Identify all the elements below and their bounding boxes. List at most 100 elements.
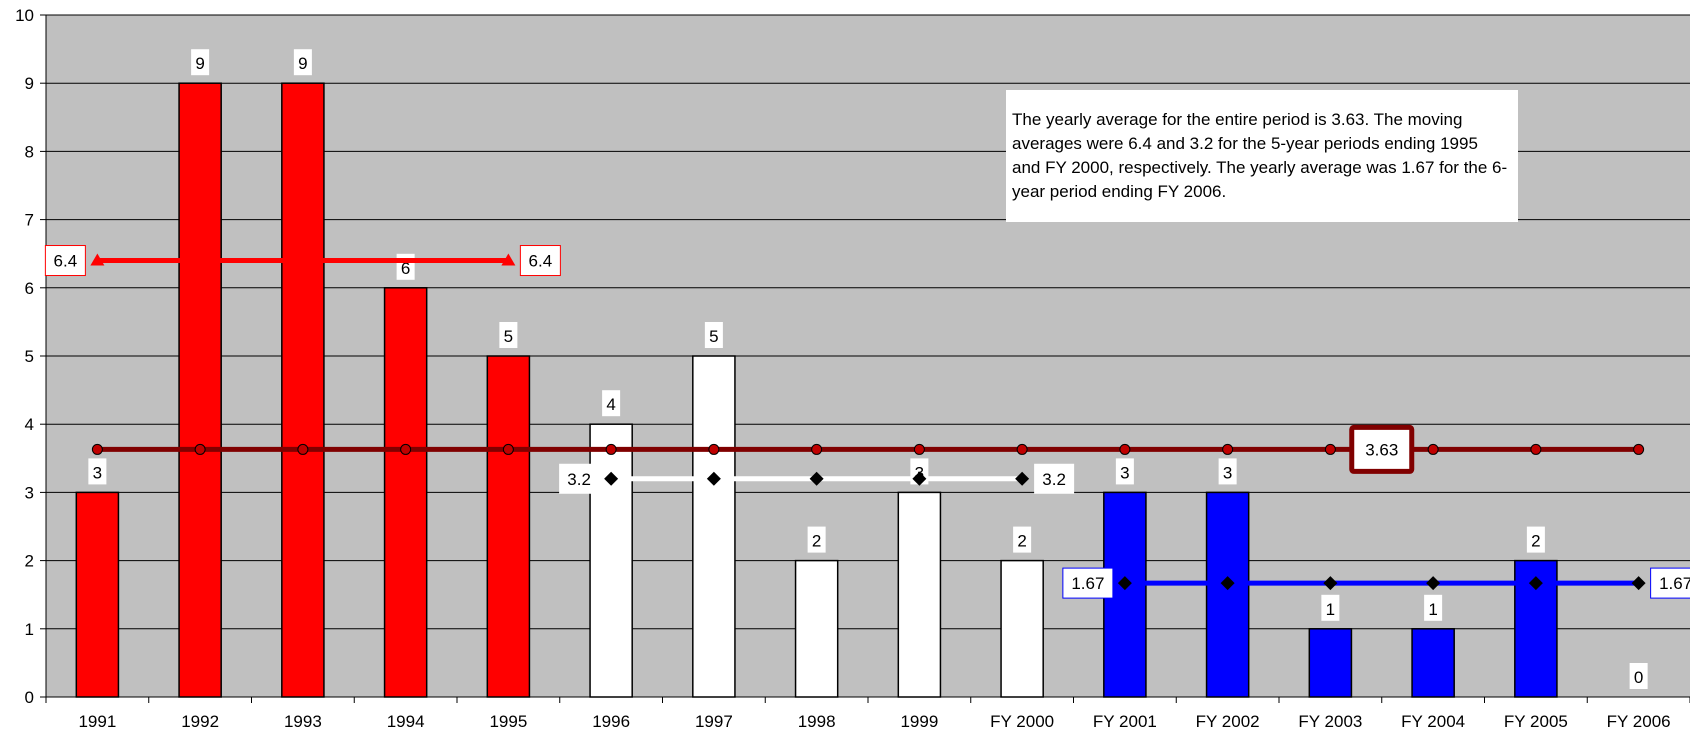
overall-average-marker [502, 443, 514, 455]
y-tick-label: 0 [25, 688, 34, 707]
overall-average-marker [1427, 443, 1439, 455]
overall-average-label-box [1349, 424, 1415, 474]
average-labels: 6.4 6.4 3.2 3.2 1.67 1.67 3.63 [44, 245, 1690, 599]
bar [75, 491, 120, 698]
bar [486, 355, 531, 698]
data-label: 1 [1428, 600, 1437, 619]
data-label: 0 [1634, 668, 1643, 687]
bar [1000, 559, 1044, 698]
data-label: 1 [1326, 600, 1335, 619]
moving-average-marker [912, 471, 927, 486]
y-tick-label: 2 [25, 552, 34, 571]
moving-average-marker [706, 471, 721, 486]
bars [75, 82, 1558, 698]
overall-average-marker [1222, 443, 1234, 455]
data-label: 9 [298, 54, 307, 73]
overall-average-label: 3.63 [1365, 440, 1398, 459]
bar [794, 559, 839, 698]
average-label-box [519, 245, 561, 277]
overall-average-marker [1530, 443, 1542, 455]
data-label: 2 [1017, 532, 1026, 551]
data-label: 2 [1531, 532, 1540, 551]
data-label: 2 [812, 532, 821, 551]
average-label: 6.4 [54, 252, 78, 271]
overall-average-marker [605, 443, 617, 455]
overall-average-marker [1119, 443, 1131, 455]
y-axis: 0 1 2 3 4 5 6 7 8 9 10 [15, 6, 47, 707]
bar-data-labels: 3996545232331120 [88, 49, 1648, 689]
overall-average-marker [811, 443, 823, 455]
average-label: 6.4 [529, 252, 553, 271]
data-label-background [499, 322, 518, 348]
x-tick-label: FY 2001 [1093, 712, 1157, 731]
bar [897, 491, 942, 698]
average-label-box [1062, 567, 1114, 599]
data-label-background [602, 390, 621, 417]
bar [1411, 628, 1455, 698]
x-axis: 1991 1992 1993 1994 1995 1996 1997 1998 1999 FY 2… [45, 696, 1690, 731]
overall-average-marker [708, 443, 720, 455]
data-label: 4 [606, 395, 615, 414]
overall-average-marker [913, 443, 925, 455]
data-label: 6 [401, 259, 410, 278]
overall-average-marker [1633, 443, 1645, 455]
x-tick-label: FY 2000 [990, 712, 1054, 731]
average-label-box [1034, 463, 1075, 494]
moving-average-marker [1117, 576, 1132, 591]
data-label-background [807, 526, 826, 553]
overall-average-marker [297, 443, 309, 455]
data-label-background [1115, 458, 1134, 485]
moving-average-marker [1631, 576, 1646, 591]
overall-average-marker [194, 443, 206, 455]
data-label-background [1321, 594, 1340, 621]
data-label-background [293, 49, 312, 76]
data-label: 3 [1120, 463, 1129, 482]
average-label-box [44, 245, 86, 277]
x-tick-label: 1998 [798, 712, 836, 731]
y-tick-label: 5 [25, 347, 34, 366]
average-label-box [559, 463, 600, 494]
moving-average-marker [1426, 576, 1441, 591]
x-tick-label: 1999 [900, 712, 938, 731]
annotation-box: The yearly average for the entire period… [1006, 90, 1518, 222]
overall-average-marker [1324, 443, 1336, 455]
data-label: 5 [504, 327, 513, 346]
moving-average-marker [1015, 471, 1030, 486]
y-tick-label: 6 [25, 279, 34, 298]
y-tick-label: 10 [15, 6, 34, 25]
bar [1205, 491, 1250, 698]
x-tick-label: FY 2002 [1196, 712, 1260, 731]
data-label: 3 [1223, 463, 1232, 482]
average-label: 1.67 [1659, 574, 1690, 593]
x-tick-label: 1996 [592, 712, 630, 731]
x-tick-label: 1994 [387, 712, 425, 731]
data-label-background [1629, 663, 1648, 689]
average-label-box [1650, 567, 1690, 599]
bar [1308, 628, 1353, 698]
average-label: 1.67 [1071, 574, 1104, 593]
overall-average-marker [400, 443, 412, 455]
x-tick-label: 1991 [78, 712, 116, 731]
data-label: 3 [93, 463, 102, 482]
x-tick-label: FY 2006 [1607, 712, 1671, 731]
y-tick-label: 9 [25, 74, 34, 93]
moving-average-marker [809, 471, 824, 486]
moving-average-marker [1220, 576, 1235, 591]
bar [692, 355, 736, 698]
data-label-background [704, 322, 723, 348]
x-tick-label: FY 2004 [1401, 712, 1465, 731]
moving-average-marker [90, 253, 105, 266]
bar [178, 82, 222, 698]
moving-average-marker [1528, 576, 1543, 591]
average-label: 3.2 [567, 470, 591, 489]
average-label: 3.2 [1042, 470, 1066, 489]
data-label-background [1218, 458, 1237, 485]
x-tick-label: 1992 [181, 712, 219, 731]
y-tick-label: 7 [25, 211, 34, 230]
data-label-background [88, 458, 107, 485]
moving-average-marker [501, 253, 516, 266]
bar [281, 82, 325, 698]
x-tick-label: FY 2003 [1298, 712, 1362, 731]
y-tick-label: 8 [25, 142, 34, 161]
bar [383, 287, 428, 698]
